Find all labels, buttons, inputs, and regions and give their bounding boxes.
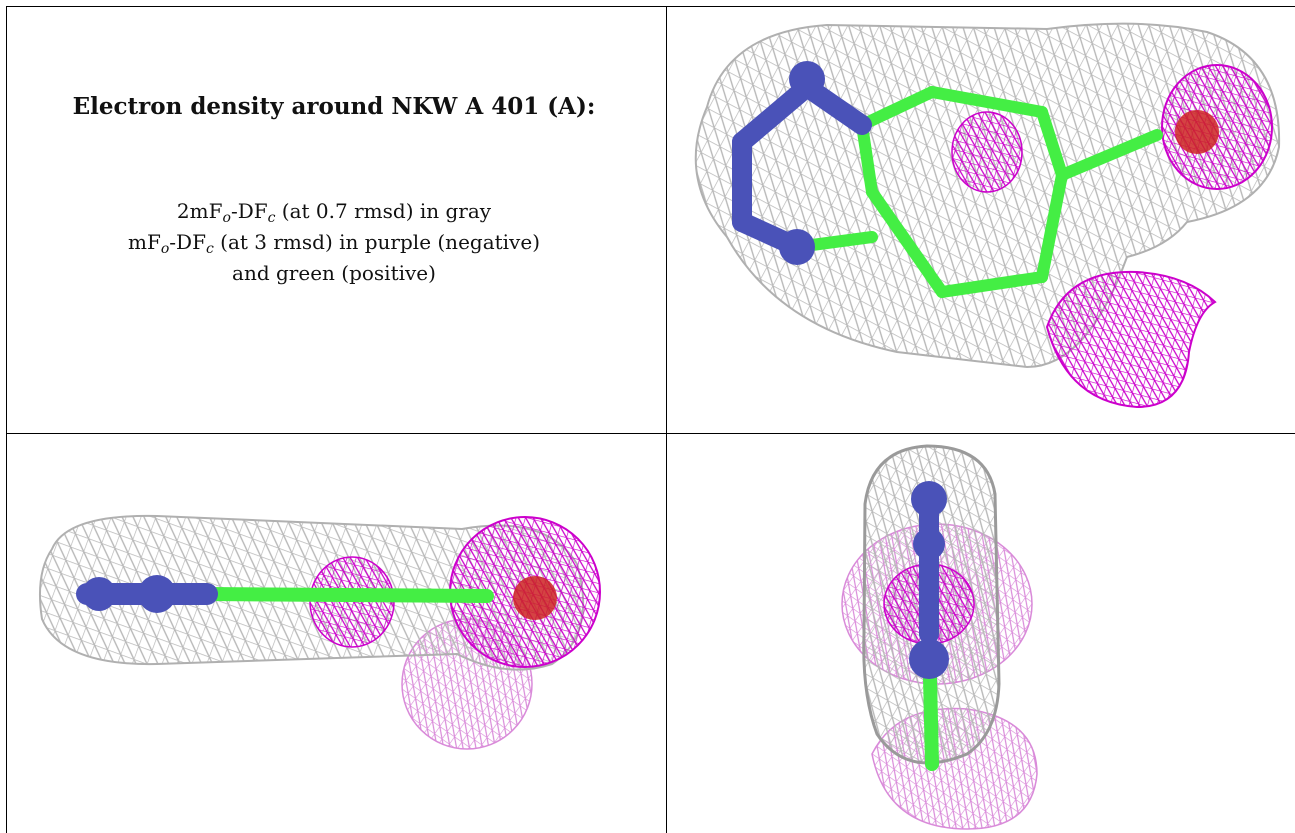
ligand-model [732, 61, 1219, 298]
figure-caption: Electron density around NKW A 401 (A): 2… [6, 6, 662, 430]
legend-line-purple: mFo-DFc (at 3 rmsd) in purple (negative) [128, 230, 540, 257]
density-view-side [7, 434, 666, 833]
caption-title: Electron density around NKW A 401 (A): [72, 93, 596, 120]
legend-line-gray: 2mFo-DFc (at 0.7 rmsd) in gray [176, 199, 492, 226]
border-middle [6, 433, 1295, 434]
caption-legend: 2mFo-DFc (at 0.7 rmsd) in gray mFo-DFc (… [6, 196, 662, 289]
density-view-top [667, 7, 1295, 433]
border-top [6, 6, 1295, 7]
border-center [666, 6, 667, 833]
ligand-model [909, 481, 949, 771]
legend-line-green: and green (positive) [232, 261, 436, 285]
density-view-end [667, 434, 1295, 833]
ligand-model [76, 575, 557, 620]
border-left [6, 6, 7, 833]
